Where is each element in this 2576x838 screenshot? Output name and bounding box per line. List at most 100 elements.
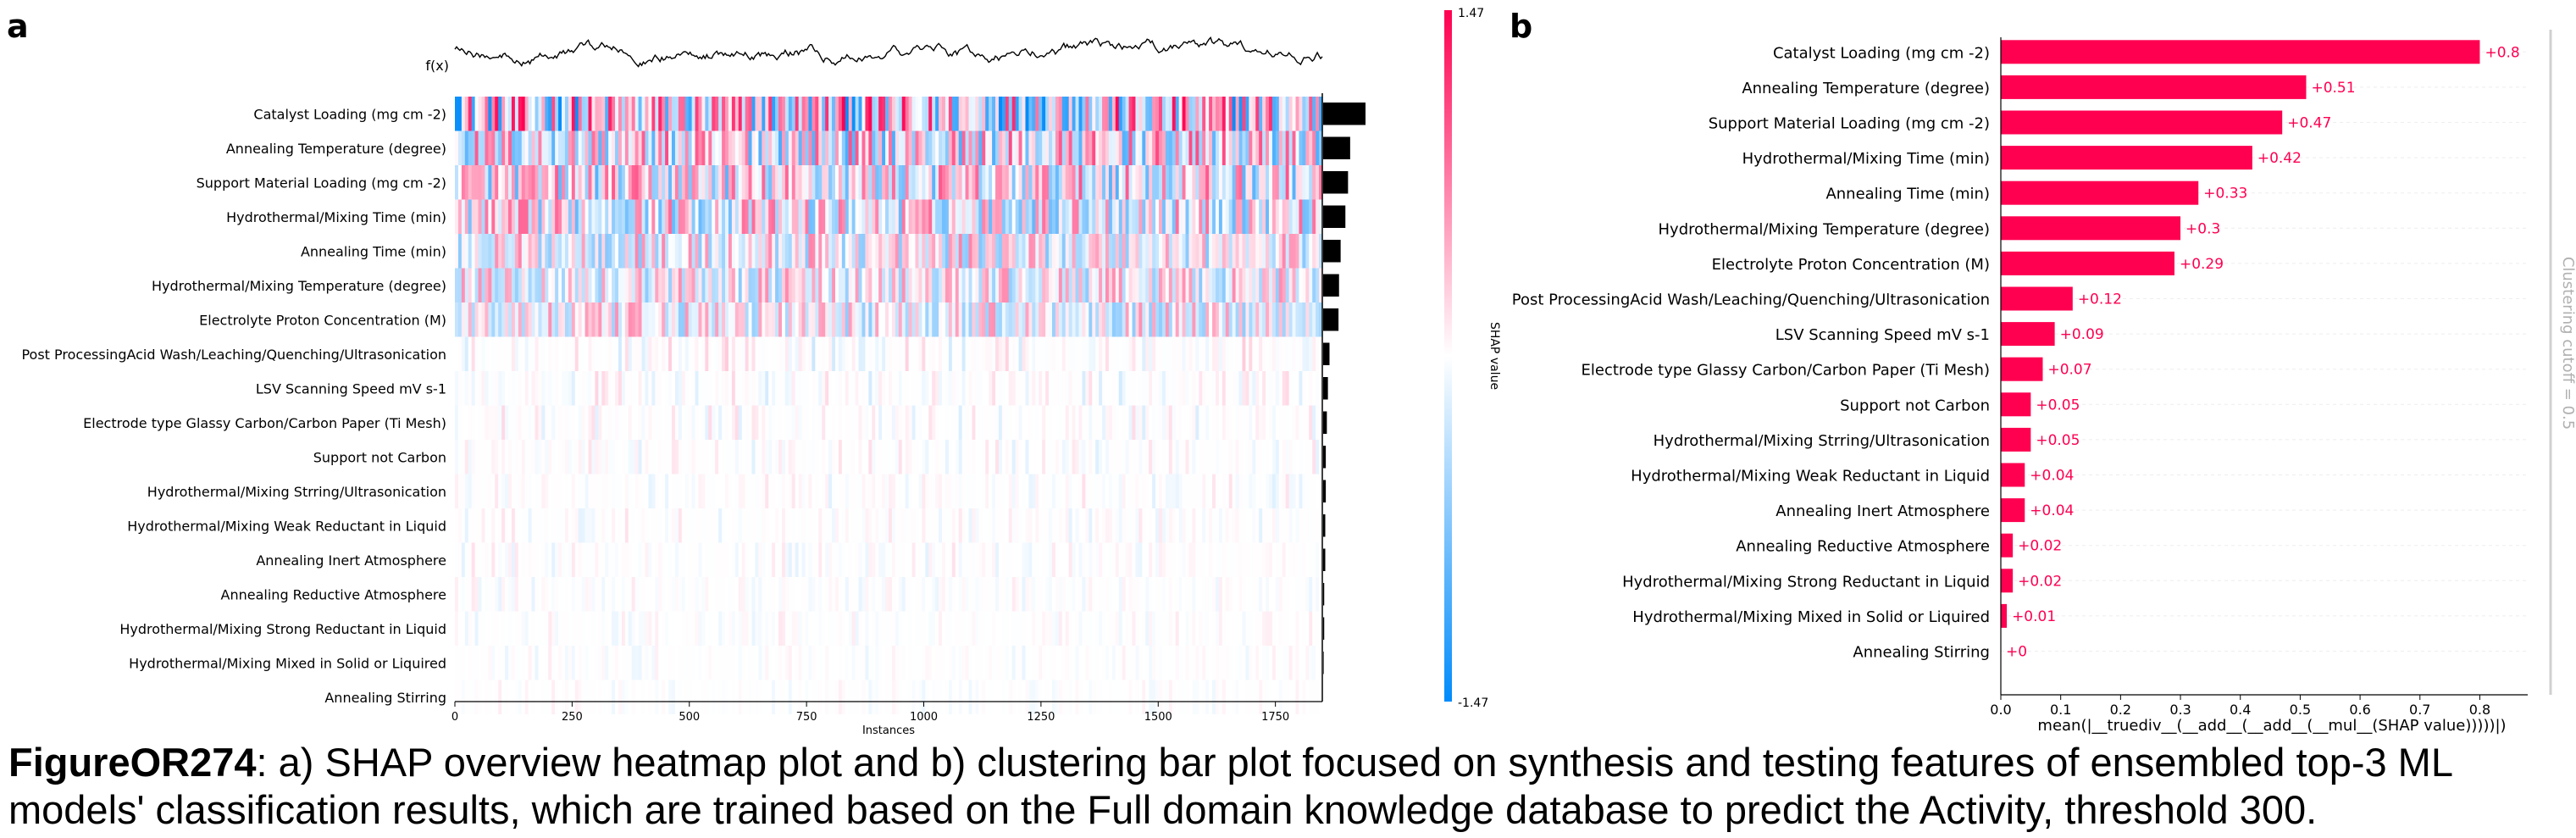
heatmap-cell — [1105, 646, 1110, 680]
heatmap-cell — [718, 508, 723, 543]
heatmap-cell — [715, 405, 719, 440]
heatmap-cell — [1138, 199, 1143, 234]
heatmap-cell — [655, 371, 659, 406]
heatmap-cell — [481, 302, 486, 337]
heatmap-cell — [1068, 199, 1073, 234]
heatmap-cell — [1135, 165, 1139, 200]
heatmap-cell — [1138, 302, 1143, 337]
heatmap-cell — [1055, 542, 1060, 577]
heatmap-cell — [684, 268, 690, 302]
heatmap-cell — [474, 97, 479, 131]
heatmap-cell — [641, 680, 646, 714]
heatmap-cell — [895, 611, 900, 646]
heatmap-cell — [1222, 371, 1227, 406]
heatmap-cell — [1042, 130, 1046, 165]
heatmap-cell — [872, 199, 876, 234]
heatmap-cell — [1025, 234, 1030, 269]
heatmap-cell — [1018, 474, 1023, 508]
heatmap-cell — [1022, 646, 1027, 680]
heatmap-cell — [668, 440, 673, 474]
heatmap-cell — [457, 336, 463, 371]
heatmap-cell — [562, 234, 566, 269]
heatmap-x-tick-label: 1750 — [1261, 711, 1289, 724]
heatmap-cell — [505, 577, 509, 612]
heatmap-cell — [464, 97, 469, 131]
heatmap-cell — [818, 97, 823, 131]
heatmap-cell — [1075, 199, 1080, 234]
heatmap-cell — [672, 302, 676, 337]
heatmap-cell — [605, 130, 609, 165]
heatmap-cell — [838, 371, 843, 406]
heatmap-cell — [1089, 508, 1093, 543]
heatmap-cell — [1032, 336, 1036, 371]
heatmap-cell — [978, 199, 983, 234]
heatmap-cell — [1001, 97, 1006, 131]
heatmap-cell — [751, 199, 756, 234]
heatmap-cell — [925, 302, 929, 337]
heatmap-cell — [1035, 97, 1039, 131]
heatmap-cell — [908, 130, 913, 165]
heatmap-cell — [751, 165, 756, 200]
heatmap-cell — [584, 542, 590, 577]
heatmap-cell — [1275, 646, 1280, 680]
heatmap-cell — [634, 440, 640, 474]
heatmap-cell — [1232, 611, 1237, 646]
heatmap-cell — [872, 336, 876, 371]
heatmap-cell — [1259, 405, 1263, 440]
heatmap-cell — [684, 577, 690, 612]
heatmap-cell — [1111, 371, 1116, 406]
heatmap-cell — [712, 199, 716, 234]
heatmap-cell — [615, 508, 619, 543]
heatmap-cell — [995, 405, 1000, 440]
heatmap-cell — [545, 508, 549, 543]
heatmap-cell — [775, 646, 779, 680]
heatmap-cell — [834, 611, 839, 646]
heatmap-cell — [791, 371, 796, 406]
heatmap-cell — [1225, 371, 1230, 406]
heatmap-cell — [801, 508, 806, 543]
heatmap-cell — [731, 611, 736, 646]
heatmap-cell — [1192, 97, 1196, 131]
heatmap-cell — [564, 611, 569, 646]
heatmap-cell — [1212, 199, 1216, 234]
heatmap-cell — [895, 234, 900, 269]
heatmap-cell — [911, 577, 917, 612]
heatmap-cell — [818, 302, 823, 337]
heatmap-cell — [538, 165, 542, 200]
heatmap-cell — [1309, 474, 1313, 508]
heatmap-cell — [975, 371, 979, 406]
heatmap-cell — [481, 646, 486, 680]
heatmap-cell — [851, 440, 856, 474]
heatmap-cell — [478, 405, 483, 440]
heatmap-cell — [535, 336, 540, 371]
heatmap-cell — [948, 474, 953, 508]
heatmap-cell — [1008, 165, 1013, 200]
heatmap-cell — [1072, 199, 1077, 234]
heatmap-cell — [841, 336, 846, 371]
heatmap-cell — [868, 199, 873, 234]
heatmap-cell — [1161, 234, 1166, 269]
heatmap-cell — [541, 611, 546, 646]
heatmap-cell — [1115, 577, 1120, 612]
heatmap-cell — [634, 405, 640, 440]
heatmap-cell — [841, 577, 846, 612]
heatmap-cell — [1132, 165, 1137, 200]
heatmap-cell — [521, 542, 526, 577]
heatmap-cell — [1209, 542, 1213, 577]
heatmap-cell — [1212, 577, 1216, 612]
heatmap-cell — [1285, 474, 1290, 508]
heatmap-cell — [1082, 611, 1086, 646]
heatmap-importance-bar — [1323, 308, 1339, 331]
heatmap-cell — [712, 508, 716, 543]
heatmap-cell — [641, 302, 646, 337]
heatmap-cell — [588, 234, 593, 269]
heatmap-cell — [1015, 611, 1020, 646]
heatmap-cell — [895, 646, 900, 680]
heatmap-cell — [621, 577, 626, 612]
bar-category-label: Catalyst Loading (mg cm -2) — [1773, 44, 1990, 62]
heatmap-cell — [808, 234, 813, 269]
heatmap-cell — [535, 234, 540, 269]
heatmap-cell — [1068, 130, 1073, 165]
heatmap-cell — [478, 611, 483, 646]
heatmap-cell — [834, 234, 839, 269]
